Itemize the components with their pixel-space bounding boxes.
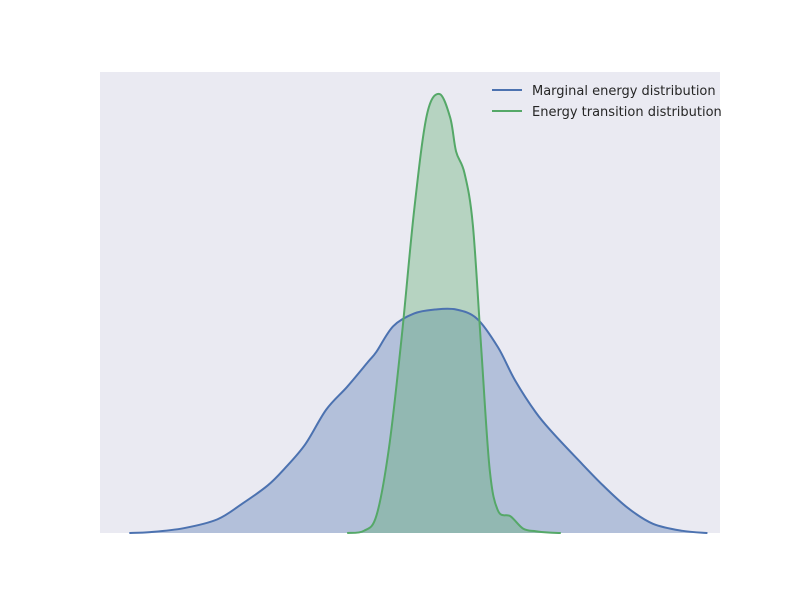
area-fill-transition <box>347 93 561 533</box>
plot-background <box>100 72 720 533</box>
legend-label-marginal: Marginal energy distribution <box>532 84 716 99</box>
area-fill-marginal <box>129 308 708 533</box>
series-line-transition <box>347 92 561 534</box>
series-line-marginal <box>129 307 708 534</box>
lines-group <box>129 92 708 534</box>
legend: Marginal energy distribution Energy tran… <box>492 84 722 120</box>
legend-label-transition: Energy transition distribution <box>532 105 722 120</box>
fills-group <box>129 93 708 533</box>
series-layer <box>129 92 708 534</box>
